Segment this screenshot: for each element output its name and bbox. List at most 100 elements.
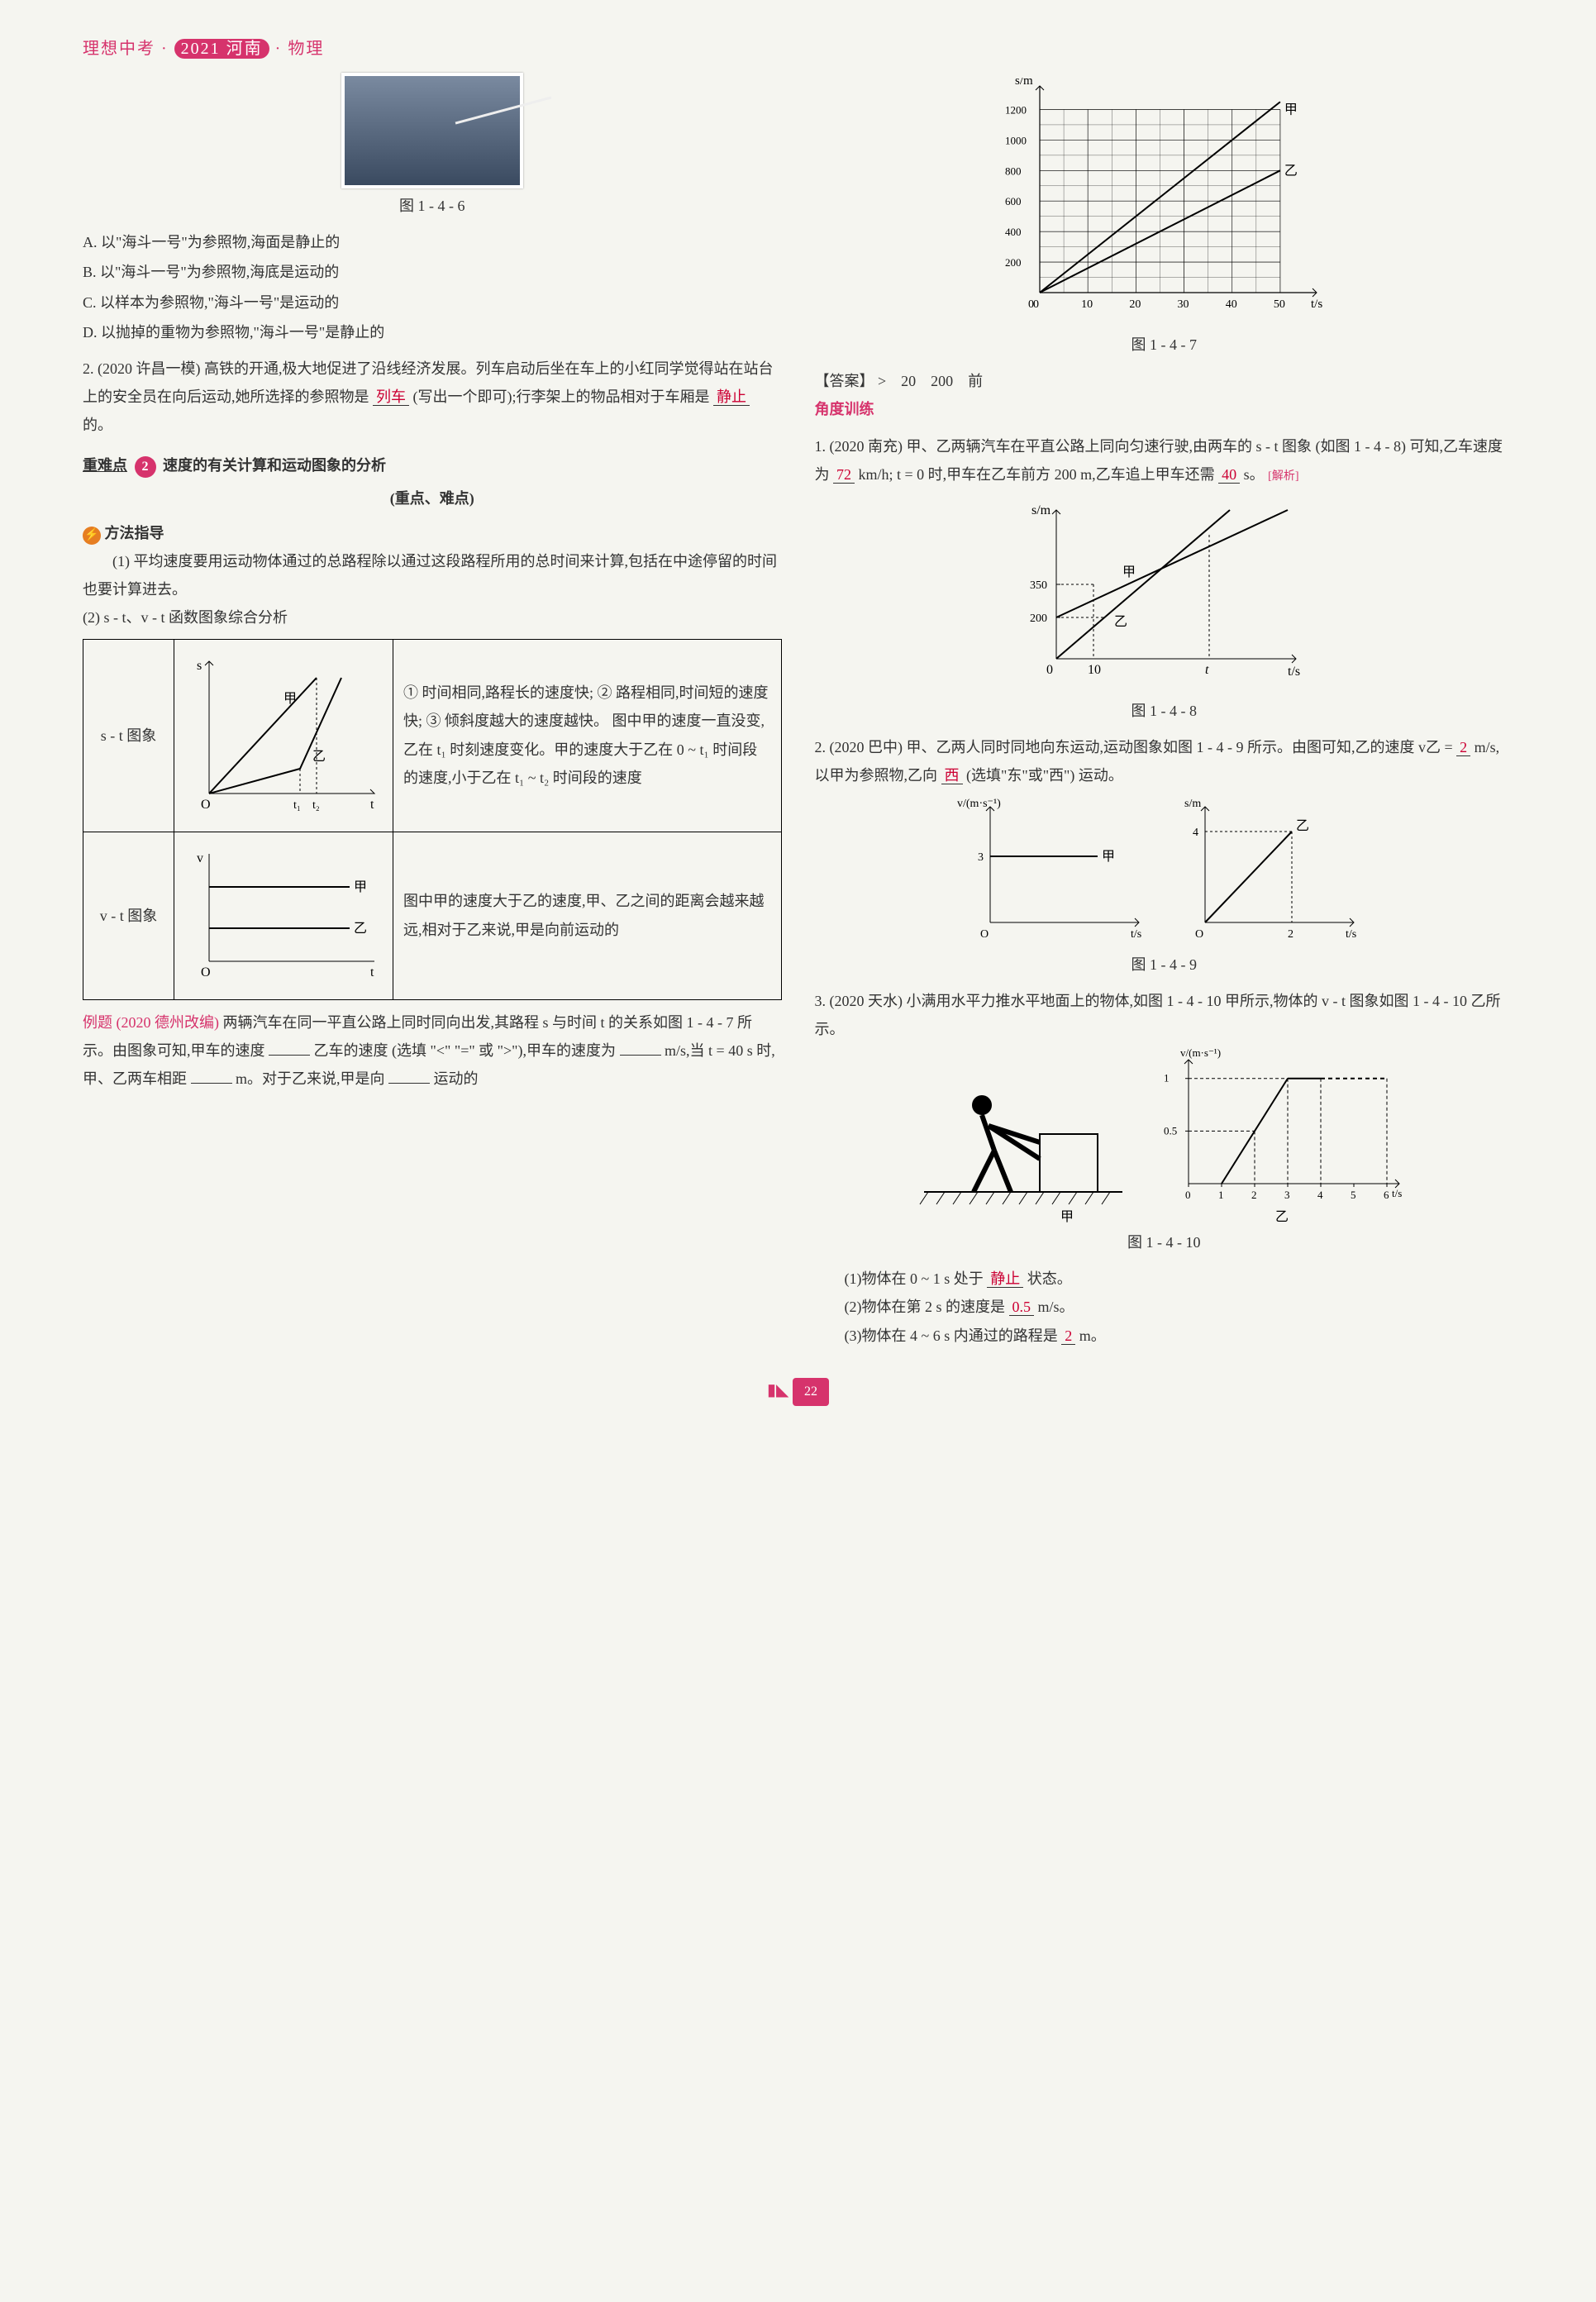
r1c3: ① 时间相同,路程长的速度快; ② 路程相同,时间短的速度快; ③ 倾斜度越大的… (393, 639, 782, 832)
svg-text:1: 1 (1218, 1189, 1224, 1201)
svg-text:5: 5 (1351, 1189, 1356, 1201)
svg-text:2: 2 (1251, 1189, 1257, 1201)
svg-text:乙: 乙 (1275, 1210, 1289, 1224)
ex-b4: m。对于乙来说,甲是向 (236, 1070, 385, 1087)
svg-text:乙: 乙 (312, 750, 326, 764)
sub-q3: (3)物体在 4 ~ 6 s 内通过的路程是 2 m。 (815, 1322, 1514, 1350)
fig-1-4-7-caption: 图 1 - 4 - 7 (815, 331, 1514, 359)
st-graph-icon: s t O 甲 乙 t₁ t₂ (184, 653, 383, 818)
fig-1-4-10-pair: 甲 v/(m·s⁻¹)t/s01234560.51 乙 (815, 1043, 1514, 1225)
s3ans: 2 (1061, 1327, 1075, 1345)
svg-text:350: 350 (1030, 579, 1047, 592)
option-c: C. 以样本为参照物,"海斗一号"是运动的 (83, 288, 782, 317)
svg-text:1200: 1200 (1005, 103, 1027, 116)
svg-text:甲: 甲 (283, 692, 297, 706)
s1ans: 静止 (987, 1270, 1023, 1288)
svg-text:t: t (1205, 663, 1209, 677)
svg-text:2: 2 (1288, 928, 1293, 941)
svg-text:600: 600 (1005, 195, 1022, 207)
svg-text:O: O (201, 965, 211, 979)
ex-src: (2020 德州改编) (117, 1014, 220, 1031)
rq2-mid2: (选填"东"或"西") 运动。 (966, 767, 1123, 784)
svg-text:6: 6 (1384, 1189, 1389, 1201)
svg-text:s/m: s/m (1031, 503, 1051, 517)
svg-text:甲: 甲 (354, 880, 367, 894)
left-column: 图 1 - 4 - 6 A. 以"海斗一号"为参照物,海面是静止的 B. 以"海… (83, 73, 782, 1350)
zhong-label: 重难点 (83, 457, 127, 474)
page-number: 22 (793, 1378, 829, 1406)
svg-text:400: 400 (1005, 226, 1022, 238)
svg-text:s/m: s/m (1184, 798, 1201, 810)
r1c1: s - t 图象 (83, 639, 174, 832)
option-b: B. 以"海斗一号"为参照物,海底是运动的 (83, 258, 782, 286)
svg-text:O: O (201, 798, 211, 812)
answer-lead: 【答案】 (815, 373, 874, 389)
answer-line: 【答案】 > 20 200 前 (815, 367, 1514, 395)
method-2: (2) s - t、v - t 函数图象综合分析 (83, 603, 782, 632)
s1b: 状态。 (1027, 1270, 1072, 1287)
svg-text:v: v (197, 851, 203, 865)
svg-text:O: O (980, 928, 989, 941)
rq1-mid1: km/h; t = 0 时,甲车在乙车前方 200 m,乙车追上甲车还需 (859, 466, 1215, 483)
rq1-note: [解析] (1268, 470, 1298, 483)
fig-1-4-6-photo (341, 73, 523, 188)
svg-text:200: 200 (1030, 612, 1047, 625)
rq2-a2: 西 (941, 767, 963, 784)
answer-vals: > 20 200 前 (878, 373, 983, 389)
svg-text:1: 1 (1164, 1072, 1170, 1084)
svg-text:10: 10 (1081, 298, 1093, 311)
ex-blank1 (269, 1037, 310, 1056)
svg-text:4: 4 (1317, 1189, 1323, 1201)
s3a: (3)物体在 4 ~ 6 s 内通过的路程是 (845, 1327, 1058, 1344)
rq2-a1: 2 (1456, 739, 1470, 756)
fig-1-4-6-caption: 图 1 - 4 - 6 (83, 192, 782, 220)
svg-text:t/s: t/s (1346, 928, 1356, 941)
s3b: m。 (1079, 1327, 1106, 1344)
svg-text:t: t (370, 798, 374, 812)
sub-q2: (2)物体在第 2 s 的速度是 0.5 m/s。 (815, 1293, 1514, 1321)
svg-text:甲: 甲 (1284, 102, 1298, 117)
fig-1-4-9-caption: 图 1 - 4 - 9 (815, 951, 1514, 979)
svg-text:0: 0 (1046, 663, 1053, 677)
jiaodu-hd: 角度训练 (815, 395, 1514, 423)
hdr-t1: 理想中考 · (83, 40, 174, 58)
svg-text:1000: 1000 (1005, 134, 1027, 146)
svg-text:乙: 乙 (1284, 164, 1298, 178)
svg-text:800: 800 (1005, 164, 1022, 177)
svg-text:3: 3 (978, 851, 984, 864)
chart-1-4-9-right: s/m t/s O 4 2 乙 (1172, 790, 1370, 947)
svg-text:v/(m·s⁻¹): v/(m·s⁻¹) (957, 798, 1001, 810)
svg-text:甲: 甲 (1102, 850, 1115, 864)
svg-text:t/s: t/s (1288, 665, 1300, 679)
option-a: A. 以"海斗一号"为参照物,海面是静止的 (83, 228, 782, 256)
svg-text:t₁: t₁ (293, 799, 301, 812)
book-icon: ▮◣ (767, 1381, 788, 1399)
svg-text:v/(m·s⁻¹): v/(m·s⁻¹) (1180, 1046, 1221, 1059)
chart-1-4-9-left: v/(m·s⁻¹) t/s O 3 甲 (957, 790, 1155, 947)
svg-text:30: 30 (1178, 298, 1189, 311)
svg-text:10: 10 (1088, 663, 1101, 677)
table-row: s - t 图象 s t O 甲 乙 (83, 639, 782, 832)
chart-1-4-8: s/m t/s 0 10 t 200 350 甲 乙 (1015, 493, 1313, 692)
svg-text:40: 40 (1226, 298, 1237, 311)
svg-text:0: 0 (1185, 1189, 1191, 1201)
svg-text:t/s: t/s (1131, 928, 1141, 941)
ex-blank3 (191, 1065, 232, 1084)
vt-graph-icon: v t O 甲 乙 (184, 846, 383, 986)
svg-text:t/s: t/s (1311, 298, 1322, 311)
rq3-lead: 3. (2020 天水) 小满用水平力推水平地面上的物体,如图 1 - 4 - … (815, 993, 1501, 1037)
svg-text:200: 200 (1005, 256, 1022, 269)
zhong-sub: (重点、难点) (83, 484, 782, 512)
page-header: 理想中考 · 2021 河南 · 物理 (83, 33, 1513, 64)
hdr-t2: · 物理 (275, 40, 325, 58)
svg-text:0.5: 0.5 (1164, 1124, 1177, 1137)
zhong-title: 速度的有关计算和运动图象的分析 (163, 457, 386, 474)
rq2-lead: 2. (2020 巴中) 甲、乙两人同时同地向东运动,运动图象如图 1 - 4 … (815, 739, 1453, 755)
section-heading: 重难点 2 速度的有关计算和运动图象的分析 (83, 451, 782, 479)
fig-1-4-10-caption: 图 1 - 4 - 10 (815, 1228, 1514, 1256)
svg-text:乙: 乙 (354, 922, 367, 936)
rq1-mid2: s。 (1244, 466, 1265, 483)
svg-text:乙: 乙 (1296, 819, 1309, 833)
rq1-a1: 72 (833, 466, 855, 484)
chart-1-4-7: 0102030405020040060080010001200s/mt/s0甲乙 (990, 78, 1337, 326)
